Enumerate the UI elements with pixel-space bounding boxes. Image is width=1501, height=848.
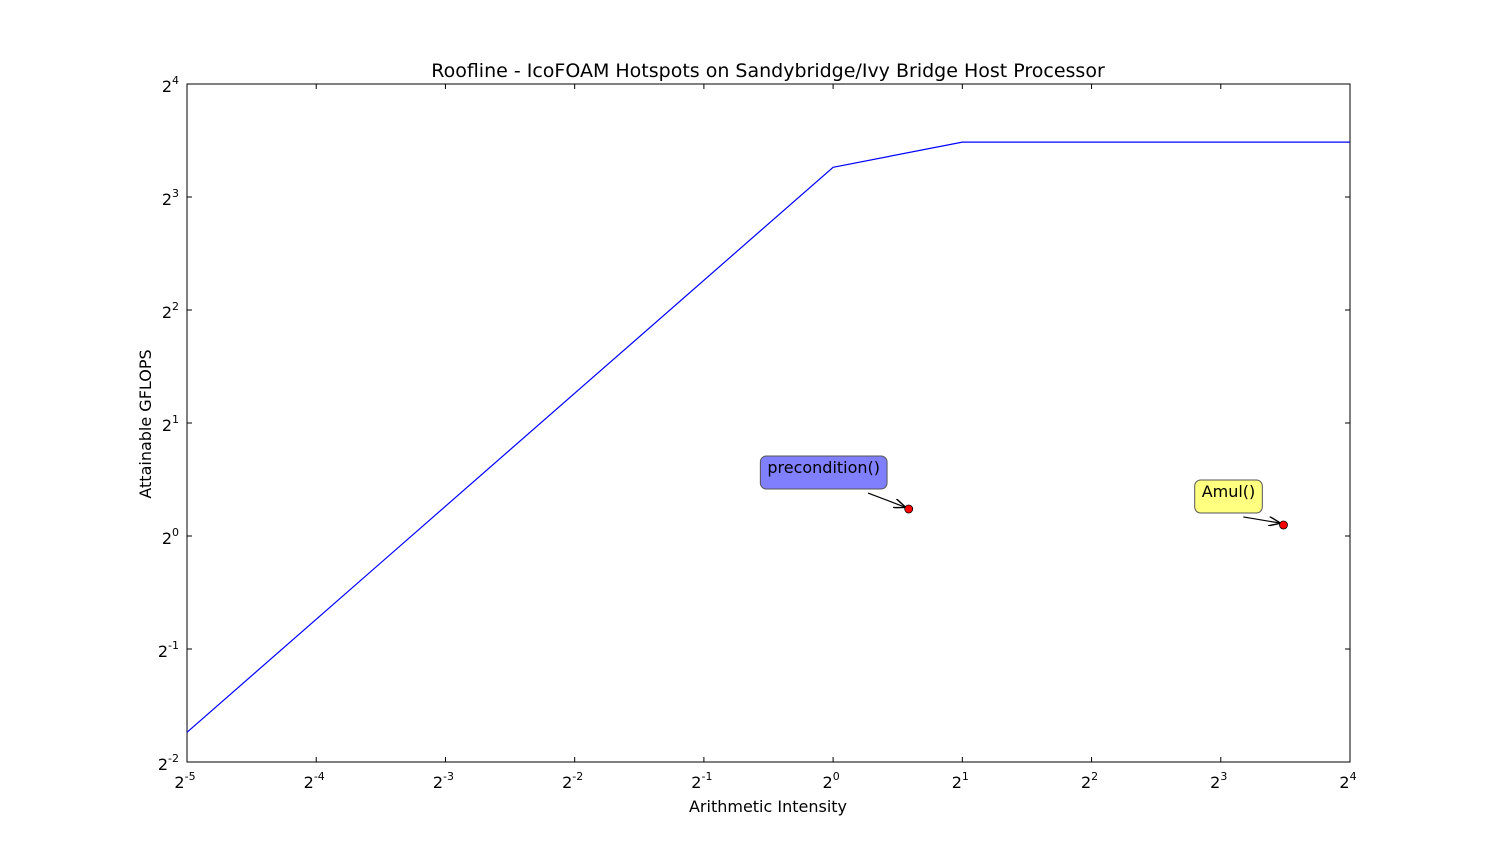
data-point <box>904 504 914 514</box>
plot-area: 2-5 2-4 2-3 2-2 2-1 20 21 22 23 24 2-2 2-1 20 21 22 23 2… <box>158 74 1357 792</box>
plot-frame <box>186 83 1351 763</box>
x-tick-label: 23 <box>1210 770 1227 792</box>
y-tick-label: 21 <box>162 413 179 435</box>
annotation-label: precondition() <box>767 458 880 477</box>
x-tick-label: 24 <box>1339 770 1356 792</box>
y-tick-label: 24 <box>162 74 179 96</box>
annotation-precondition: precondition() <box>759 455 914 514</box>
x-tick-label: 2-5 <box>174 770 195 792</box>
annotation-label: Amul() <box>1202 482 1256 501</box>
x-axis-title: Arithmetic Intensity <box>689 797 847 816</box>
chart-title: Roofline - IcoFOAM Hotspots on Sandybrid… <box>431 60 1105 82</box>
annotation-arrow <box>1243 516 1279 523</box>
annotation-arrow <box>867 492 905 507</box>
y-axis-title: Attainable GFLOPS <box>136 349 155 498</box>
roofline-series-line <box>186 141 1350 733</box>
y-tick-label: 22 <box>162 300 179 322</box>
x-tick-label: 2-3 <box>433 770 454 792</box>
x-tick-label: 2-1 <box>691 770 712 792</box>
annotation-box <box>759 455 888 490</box>
y-tick-label: 20 <box>162 526 179 548</box>
annotation-box <box>1194 479 1263 514</box>
y-tick-label: 2-1 <box>158 639 179 661</box>
x-tick-label: 22 <box>1081 770 1098 792</box>
x-tick-label: 21 <box>952 770 969 792</box>
x-tick-label: 20 <box>823 770 840 792</box>
y-tick-label: 2-2 <box>158 752 179 774</box>
annotation-amul: Amul() <box>1194 479 1288 530</box>
x-tick-label: 2-4 <box>304 770 325 792</box>
y-tick-label: 23 <box>162 187 179 209</box>
data-point <box>1279 520 1288 530</box>
x-tick-label: 2-2 <box>562 770 583 792</box>
